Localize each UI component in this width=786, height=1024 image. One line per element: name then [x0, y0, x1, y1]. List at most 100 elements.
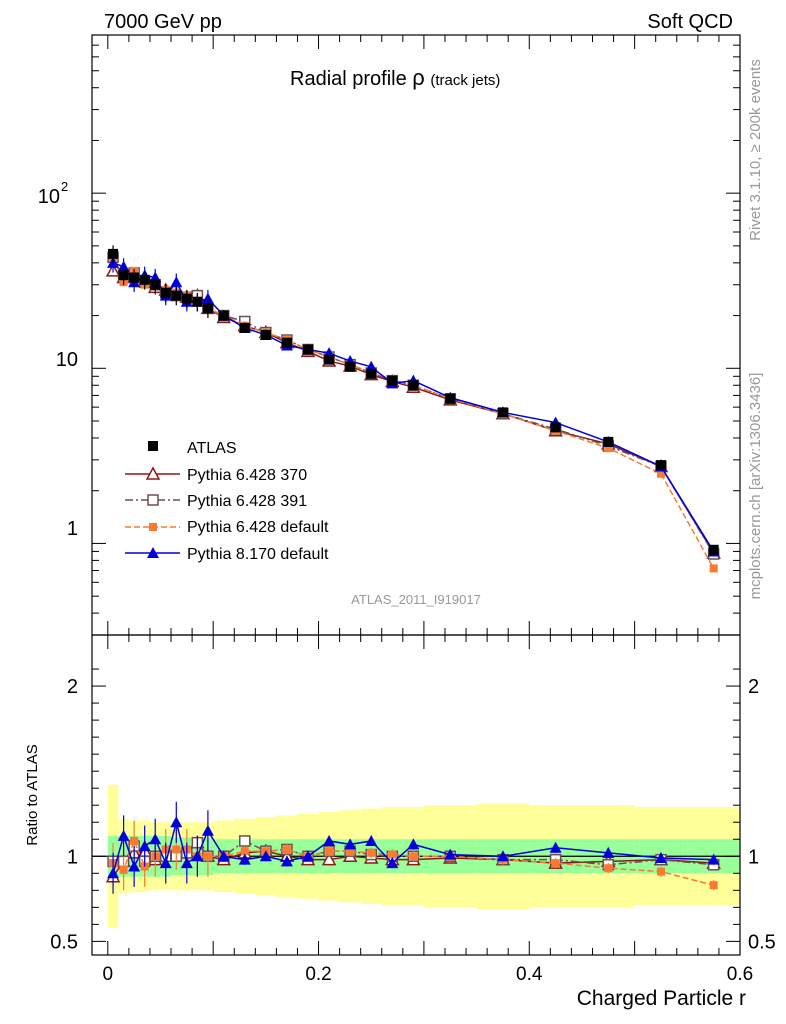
point-p8def	[170, 276, 183, 288]
point-atlas	[497, 407, 508, 418]
point-atlas	[281, 337, 292, 348]
legend-atlas: ATLAS	[148, 440, 237, 457]
ratio-point-p6def	[346, 847, 355, 856]
legend-p370-marker	[145, 466, 161, 480]
ytick-exponent-2: 2	[61, 179, 68, 194]
ratio-point-p6def	[203, 852, 212, 861]
point-atlas	[139, 274, 150, 285]
legend-p6def: Pythia 6.428 default	[125, 519, 329, 536]
ratio-point-p6def	[172, 845, 181, 854]
point-atlas	[202, 303, 213, 314]
ratio-point-p8def	[344, 838, 357, 850]
ratio-point-p6def	[325, 847, 334, 856]
ytick-label-1: 1	[67, 518, 78, 540]
point-atlas	[192, 296, 203, 307]
top-axis-ticks	[92, 34, 741, 636]
ratio-point-p391	[239, 835, 251, 847]
ratio-point-p8def	[365, 834, 378, 846]
ratio-point-p6def	[367, 848, 376, 857]
ratio-series-p8def	[107, 801, 720, 894]
ratio-point-p6def	[130, 836, 139, 845]
point-atlas	[218, 310, 229, 321]
ratio-point-p8def	[280, 855, 293, 867]
legend-p391-marker	[147, 494, 159, 506]
ratio-point-p8def	[444, 848, 457, 860]
legend-p8def-marker	[147, 547, 159, 558]
ratio-point-p8def	[323, 834, 336, 846]
legend-atlas-marker	[148, 441, 158, 451]
analysis-label: ATLAS_2011_I919017	[351, 592, 481, 607]
legend-p370-label: Pythia 6.428 370	[187, 467, 307, 484]
ratio-ytick-label-right: 0.5	[748, 931, 776, 953]
top-frame	[91, 34, 741, 636]
legend-p391-label: Pythia 6.428 391	[187, 493, 307, 510]
point-atlas	[366, 368, 377, 379]
ratio-point-p6def	[409, 852, 418, 861]
point-atlas	[181, 293, 192, 304]
xtick-label: 0.6	[727, 964, 753, 985]
legend-atlas-label: ATLAS	[187, 440, 237, 457]
legend-p370: Pythia 6.428 370	[125, 466, 307, 484]
ratio-point-p6def	[388, 850, 397, 859]
ratio-ytick-label-left: 2	[67, 676, 78, 698]
ratio-point-p8def	[238, 853, 251, 865]
ratio-point-p8def	[191, 850, 204, 862]
ratio-point-p8def	[217, 850, 230, 862]
ratio-point-p8def	[149, 833, 162, 845]
ratio-point-p6def	[119, 865, 128, 874]
legend-p8def-label: Pythia 8.170 default	[187, 546, 329, 563]
series-p370	[105, 263, 721, 559]
ratio-point-p8def	[602, 846, 615, 858]
ratio-point-p8def	[259, 850, 272, 862]
ratio-point-p6def	[282, 845, 291, 854]
ratio-point-p8def	[117, 829, 130, 841]
point-p6def	[709, 564, 718, 573]
ratio-panel-data	[105, 801, 721, 894]
rivet-label: Rivet 3.1.10, ≥ 200k events	[747, 59, 764, 241]
ratio-point-p8def	[654, 851, 667, 863]
ratio-point-p6def	[709, 881, 718, 890]
point-atlas	[387, 375, 398, 386]
ytick-label-100: 10	[38, 186, 60, 208]
point-atlas	[550, 422, 561, 433]
ratio-point-p8def	[496, 850, 509, 862]
point-atlas	[303, 344, 313, 355]
point-atlas	[260, 329, 271, 340]
ratio-point-p8def	[107, 867, 120, 879]
ratio-ytick-label-right: 2	[748, 676, 759, 698]
ratio-point-p8def	[128, 860, 141, 872]
point-atlas	[108, 248, 119, 259]
series-atlas	[108, 245, 719, 555]
point-p8def	[201, 292, 214, 304]
legend-p6def-label: Pythia 6.428 default	[187, 519, 329, 536]
legend-p391: Pythia 6.428 391	[125, 493, 307, 510]
x-axis-label: Charged Particle r	[577, 987, 746, 1010]
point-p6def	[604, 444, 613, 453]
ratio-ytick-label-left: 0.5	[50, 931, 78, 953]
ratio-axis-ticks: 0 0.2 0.4 0.6 0.5 0.5 1 1 2 2	[50, 635, 776, 985]
category-label: Soft QCD	[647, 11, 733, 33]
point-atlas	[345, 361, 356, 372]
xtick-label: 0.4	[516, 964, 543, 985]
legend: ATLAS Pythia 6.428 370 Pythia 6.428 391 …	[125, 440, 329, 563]
point-p8def	[117, 260, 130, 272]
ratio-point-p6def	[604, 864, 613, 873]
ytick-label-10: 10	[56, 349, 78, 371]
ratio-point-p6def	[551, 859, 560, 868]
ratio-point-p8def	[707, 853, 720, 865]
ratio-point-p8def	[201, 824, 214, 836]
xtick-label: 0.2	[305, 964, 331, 985]
ratio-point-p8def	[170, 816, 183, 828]
ratio-point-p8def	[180, 857, 193, 869]
ratio-point-p8def	[386, 857, 399, 869]
point-atlas	[160, 287, 171, 298]
ratio-point-p8def	[159, 857, 172, 869]
point-atlas	[655, 460, 666, 471]
legend-p6def-marker	[149, 523, 157, 531]
point-atlas	[708, 544, 719, 555]
mcplots-label: mcplots.cern.ch [arXiv:1306.3436]	[747, 373, 764, 600]
legend-p8def: Pythia 8.170 default	[125, 546, 329, 563]
ratio-line-p6def	[112, 838, 714, 886]
point-atlas	[129, 272, 140, 283]
ratio-point-p370	[321, 852, 337, 866]
